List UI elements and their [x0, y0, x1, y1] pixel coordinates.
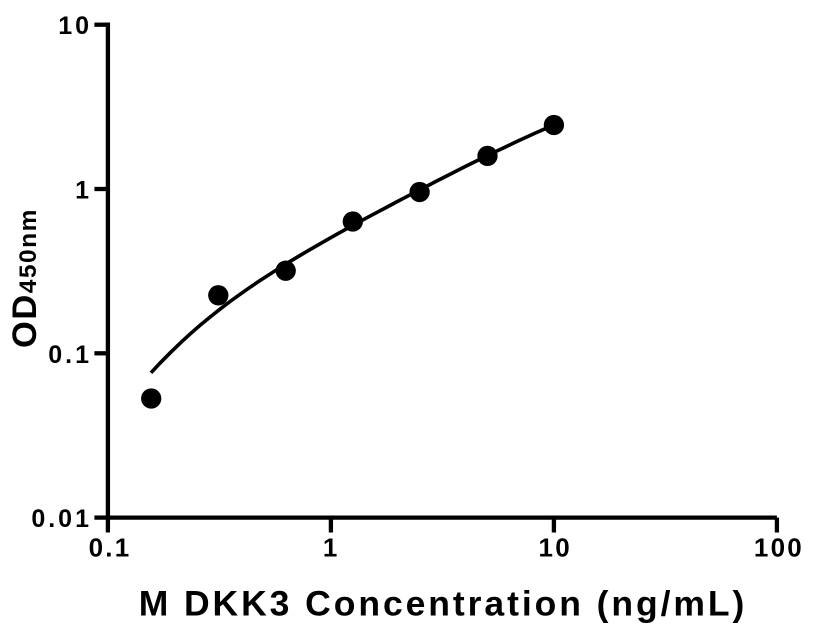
svg-text:1: 1 [323, 533, 340, 563]
svg-text:10: 10 [58, 12, 92, 40]
svg-text:1: 1 [75, 177, 92, 205]
svg-text:100: 100 [754, 533, 804, 563]
svg-text:0.1: 0.1 [48, 341, 92, 369]
svg-text:0.1: 0.1 [89, 533, 132, 563]
svg-text:0.01: 0.01 [31, 505, 92, 533]
svg-text:M DKK3 Concentration (ng/mL): M DKK3 Concentration (ng/mL) [139, 584, 748, 624]
svg-text:10: 10 [539, 533, 572, 563]
svg-text:OD450nm: OD450nm [6, 208, 44, 348]
